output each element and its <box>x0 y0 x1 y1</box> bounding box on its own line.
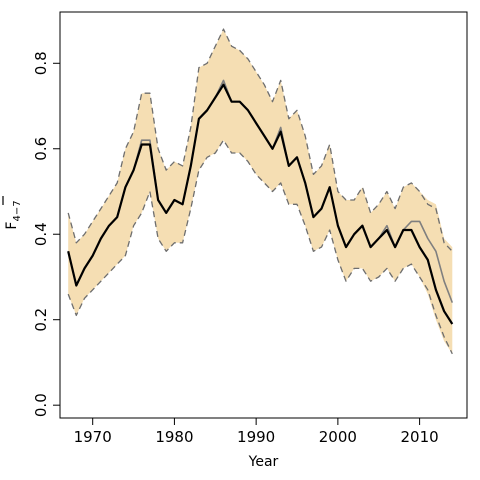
x-tick-label: 1980 <box>155 428 193 446</box>
lower-bound-dashed-line <box>67 139 453 355</box>
x-tick-label: 1990 <box>237 428 275 446</box>
x-tick-label: 2000 <box>319 428 357 446</box>
series-layer <box>67 28 454 355</box>
y-axis-label: F4−7 <box>4 200 23 229</box>
y-axis-label-subscript: 4−7 <box>12 200 23 221</box>
confidence-band <box>68 29 453 354</box>
y-tick-label: 0.2 <box>32 308 50 332</box>
confidence-band-layer <box>68 29 453 354</box>
x-tick-label: 2010 <box>401 428 439 446</box>
y-tick-label: 0.8 <box>32 51 50 75</box>
x-tick-label: 1970 <box>74 428 112 446</box>
y-tick-label: 0.6 <box>32 137 50 161</box>
y-tick-label: 0.0 <box>32 393 50 417</box>
y-axis: 0.0 0.2 0.4 0.6 0.8 <box>32 51 61 417</box>
y-axis-label-group: F4−7 <box>2 196 23 230</box>
x-axis-label: Year <box>248 454 279 470</box>
upper-bound-dashed-line <box>67 28 453 252</box>
series-line-main <box>67 83 454 325</box>
y-axis-label-main: F <box>4 222 20 230</box>
x-axis: 1970 1980 1990 2000 2010 <box>74 417 439 446</box>
y-tick-label: 0.4 <box>32 222 50 246</box>
